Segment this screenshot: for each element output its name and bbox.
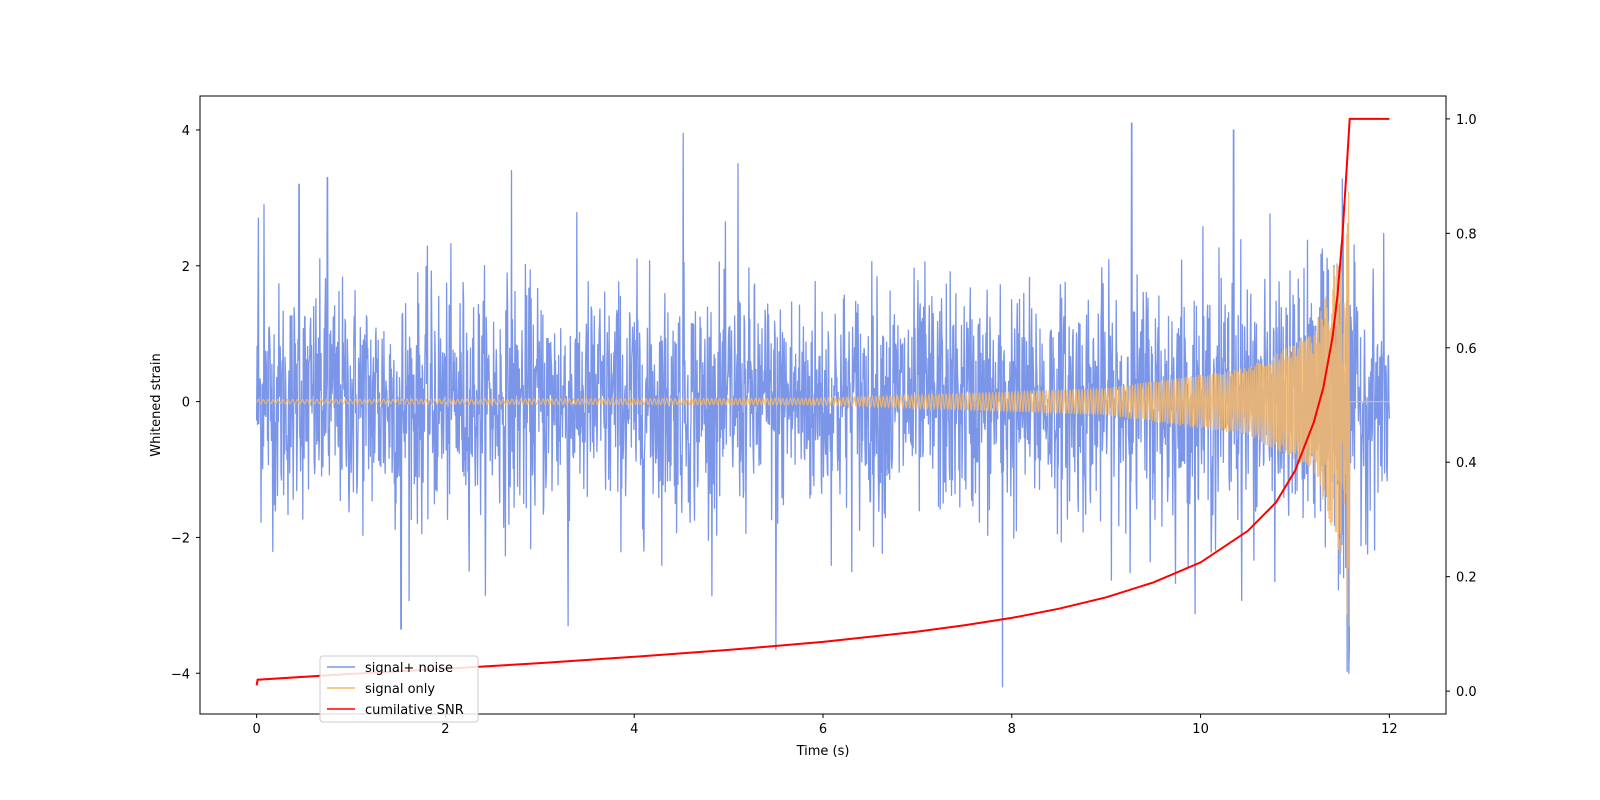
y-axis-label: Whitened strain xyxy=(149,353,164,456)
y-tick-label: 2 xyxy=(182,260,190,275)
y2-tick-label: 0.2 xyxy=(1456,571,1477,586)
x-axis-label: Time (s) xyxy=(796,744,850,759)
y2-tick-label: 0.4 xyxy=(1456,456,1477,471)
x-tick-label: 12 xyxy=(1381,722,1398,737)
y-tick-label: −2 xyxy=(171,531,190,546)
y2-tick-label: 0.0 xyxy=(1456,685,1477,700)
x-tick-label: 2 xyxy=(441,722,449,737)
series-signal-only-line xyxy=(256,191,1390,627)
y-tick-label: −4 xyxy=(171,667,190,682)
y-tick-label: 0 xyxy=(182,396,190,411)
plot-area xyxy=(255,117,1391,688)
y2-tick-label: 0.8 xyxy=(1456,227,1477,242)
legend-label-cumulative-snr: cumilative SNR xyxy=(365,703,464,718)
legend-label-signal-noise: signal+ noise xyxy=(365,661,453,676)
x-tick-label: 0 xyxy=(252,722,260,737)
legend: signal+ noise signal only cumilative SNR xyxy=(319,655,479,723)
axes: 0 2 4 6 8 10 12 −4 −2 0 2 4 0.0 0.2 0.4 0.6 0.8 1.0 xyxy=(171,113,1477,737)
x-tick-label: 4 xyxy=(630,722,638,737)
x-tick-label: 6 xyxy=(819,722,827,737)
y2-tick-label: 1.0 xyxy=(1456,113,1477,128)
series-cumulative-snr-line xyxy=(255,117,1390,686)
legend-label-signal-only: signal only xyxy=(365,682,435,697)
x-tick-label: 10 xyxy=(1192,722,1209,737)
legend-box xyxy=(319,655,479,723)
y-tick-label: 4 xyxy=(182,124,190,139)
y2-tick-label: 0.6 xyxy=(1456,342,1477,357)
x-tick-label: 8 xyxy=(1008,722,1016,737)
